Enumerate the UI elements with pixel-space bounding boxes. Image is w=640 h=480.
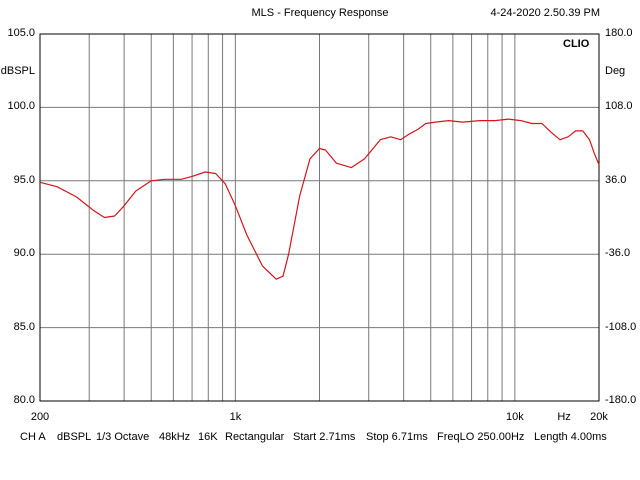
timestamp: 4-24-2020 2.50.39 PM: [490, 7, 600, 19]
y2-tick-label: -180.0: [605, 394, 637, 406]
plot-frame: [39, 33, 600, 402]
y-tick-label: 85.0: [13, 320, 35, 333]
window-label: Rectangular: [225, 431, 285, 443]
unit-label: dBSPL: [57, 431, 92, 443]
y2-tick-label: -36.0: [605, 247, 631, 260]
y2-tick-label: -108.0: [605, 320, 637, 333]
length-label: Length 4.00ms: [534, 431, 607, 443]
x-tick-label: 200: [30, 411, 50, 423]
sample-rate-label: 48kHz: [159, 431, 191, 443]
x-tick-label: 10k: [506, 411, 524, 423]
channel-label: CH A: [20, 431, 46, 443]
start-label: Start 2.71ms: [293, 431, 356, 443]
frequency-response-line: [39, 118, 600, 280]
size-label: 16K: [198, 431, 218, 443]
chart-title: MLS - Frequency Response: [251, 7, 389, 19]
y-tick-label: 80.0: [13, 394, 35, 406]
y2-tick-label: 36.0: [605, 173, 627, 186]
y2-tick-label: 108.0: [605, 100, 633, 113]
brand-label: CLIO: [563, 38, 590, 50]
freq-lo-label: FreqLO 250.00Hz: [437, 431, 525, 443]
y2-tick-label: 180.0: [605, 27, 633, 39]
x-tick-label: Hz: [557, 411, 571, 423]
y2-axis-label: Deg: [605, 65, 626, 77]
y-tick-label: 105.0: [7, 27, 35, 39]
x-tick-label: 1k: [229, 411, 242, 423]
x-tick-label: 20k: [590, 411, 608, 423]
stop-label: Stop 6.71ms: [366, 431, 428, 443]
y-axis-label: dBSPL: [0, 65, 35, 77]
y-tick-label: 100.0: [7, 100, 35, 113]
smoothing-label: 1/3 Octave: [96, 431, 150, 443]
y-tick-label: 95.0: [13, 173, 35, 186]
y-tick-label: 90.0: [13, 247, 35, 260]
